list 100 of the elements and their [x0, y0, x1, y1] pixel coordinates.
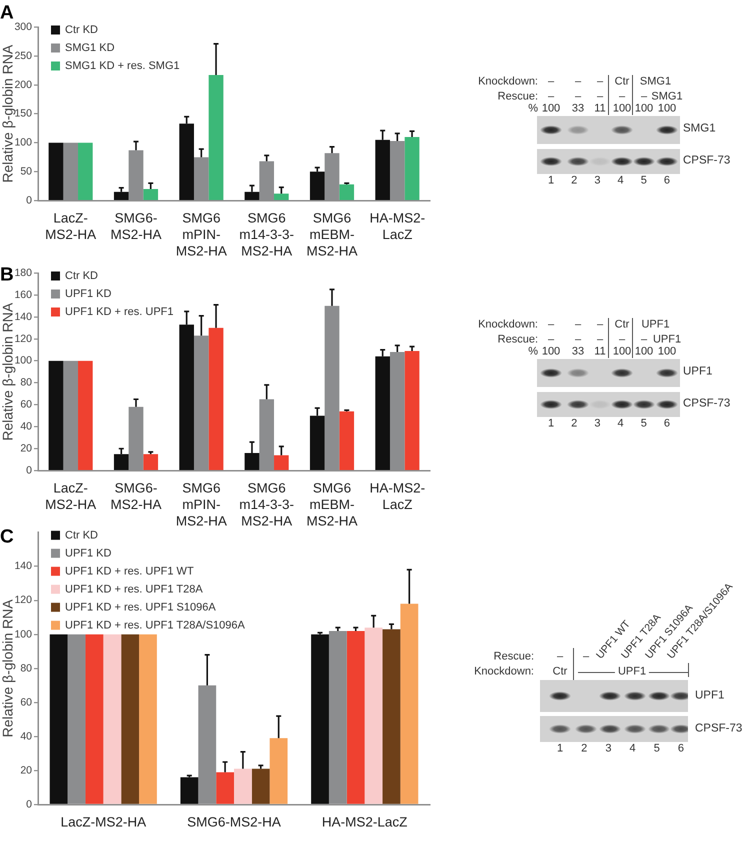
y-tick-label: 0 — [26, 798, 32, 810]
text: – — [548, 90, 554, 104]
text: – — [640, 334, 648, 346]
text: – — [596, 90, 604, 104]
bar — [274, 194, 289, 200]
y-axis-title: Relative β-globin RNA — [0, 598, 16, 738]
bar — [252, 768, 270, 804]
text: 11 — [594, 102, 606, 116]
x-tick-label: SMG6 mPIN-MS2-HA — [176, 480, 227, 528]
text: SMG1 — [640, 76, 672, 88]
text: Ctr — [614, 318, 630, 332]
y-tick-label: 100 — [14, 136, 32, 149]
y-axis-title: Relative β-globin RNA — [0, 302, 16, 441]
bar — [78, 360, 93, 470]
x-tick-label: SMG6 m14-3-3-MS2-HA — [239, 480, 294, 528]
y-tick-label: 120 — [14, 594, 32, 606]
x-tick-label: SMG6 mEBM-MS2-HA — [306, 210, 358, 258]
text: – — [574, 76, 582, 88]
bar — [139, 634, 157, 804]
y-tick-label: 100 — [14, 628, 32, 640]
legend-label: Ctr KD — [65, 529, 98, 542]
bar — [311, 634, 329, 804]
text: 33 — [572, 102, 584, 116]
text: SMG1 — [651, 90, 683, 104]
text: – — [574, 334, 582, 346]
x-tick-label: HA-MS2-LacZ — [370, 480, 426, 512]
x-tick-label: HA-MS2-LacZ — [370, 210, 426, 242]
bar — [270, 738, 288, 804]
text: CPSF-73 — [683, 398, 730, 410]
text: UPF1 — [614, 666, 650, 678]
bar — [339, 184, 354, 200]
x-tick-label: LacZ-MS2-HA — [45, 210, 96, 242]
x-tick-label: LacZ-MS2-HA — [45, 480, 96, 512]
bar — [50, 634, 68, 804]
text: 100 — [658, 346, 676, 358]
text: 11 — [594, 346, 606, 358]
y-axis-title: Relative β-globin RNA — [0, 44, 16, 183]
x-tick-label: LacZ-MS2-HA — [60, 814, 146, 830]
bar — [121, 634, 140, 804]
y-tick-label: 100 — [14, 354, 32, 367]
text: 100 — [612, 346, 632, 358]
text: – — [556, 650, 564, 664]
bar — [274, 455, 289, 470]
text: – — [618, 334, 626, 346]
bar — [339, 411, 354, 470]
y-tick-label: 120 — [14, 332, 32, 345]
text: Ctr — [614, 76, 630, 88]
bar — [103, 634, 122, 804]
text: UPF1 — [641, 318, 670, 332]
y-tick-label: 0 — [26, 194, 32, 206]
text: 100 — [542, 102, 560, 116]
legend-label: UPF1 KD — [65, 547, 112, 560]
text: % — [528, 102, 538, 116]
text: Rescue: — [498, 90, 538, 104]
y-tick-label: 180 — [14, 266, 32, 279]
bar — [346, 630, 365, 804]
bar — [382, 629, 400, 804]
bar — [143, 189, 158, 200]
y-tick-label: 60 — [20, 398, 32, 411]
y-tick-label: 80 — [20, 662, 32, 674]
text: Rescue: — [498, 334, 538, 346]
text: UPF1 — [683, 366, 712, 378]
text: 100 — [612, 102, 632, 116]
legend-label: Ctr KD — [65, 270, 98, 282]
y-tick-label: 200 — [14, 78, 32, 91]
text: – — [596, 318, 604, 332]
y-tick-label: 20 — [20, 764, 32, 776]
x-tick-label: SMG6-MS2-HA — [110, 480, 162, 512]
text: 33 — [572, 346, 584, 358]
bar — [216, 772, 234, 804]
legend-label: UPF1 KD + res. UPF1 S1096A — [65, 601, 216, 614]
bar — [143, 454, 158, 470]
text: Knockdown: — [474, 666, 534, 678]
bar — [234, 768, 252, 804]
bar — [364, 628, 383, 804]
text: 1 2 3 4 5 6 — [548, 418, 670, 430]
text: – — [574, 318, 582, 332]
y-tick-label: 140 — [14, 310, 32, 323]
bar — [208, 75, 224, 200]
text: CPSF-73 — [695, 722, 742, 736]
text: SMG1 — [683, 122, 716, 136]
y-tick-label: 140 — [14, 560, 32, 572]
bar — [48, 142, 64, 200]
text: – — [574, 90, 582, 104]
legend-label: UPF1 KD — [65, 288, 112, 300]
text: CPSF-73 — [683, 154, 730, 168]
text: – — [618, 90, 626, 104]
text: 100 — [634, 102, 654, 116]
legend-label: SMG1 KD + res. SMG1 — [65, 60, 180, 72]
x-tick-label: SMG6-MS2-HA — [187, 814, 281, 830]
x-tick-label: SMG6 mEBM-MS2-HA — [306, 480, 358, 528]
y-tick-label: 80 — [20, 376, 32, 389]
y-tick-label: 20 — [20, 442, 32, 455]
text: – — [548, 318, 554, 332]
x-tick-label: HA-MS2-LacZ — [322, 814, 408, 830]
text: UPF1 — [695, 690, 724, 702]
text: – — [640, 90, 648, 104]
y-tick-label: 40 — [20, 730, 32, 742]
text: – — [582, 650, 590, 664]
bar — [404, 350, 420, 470]
